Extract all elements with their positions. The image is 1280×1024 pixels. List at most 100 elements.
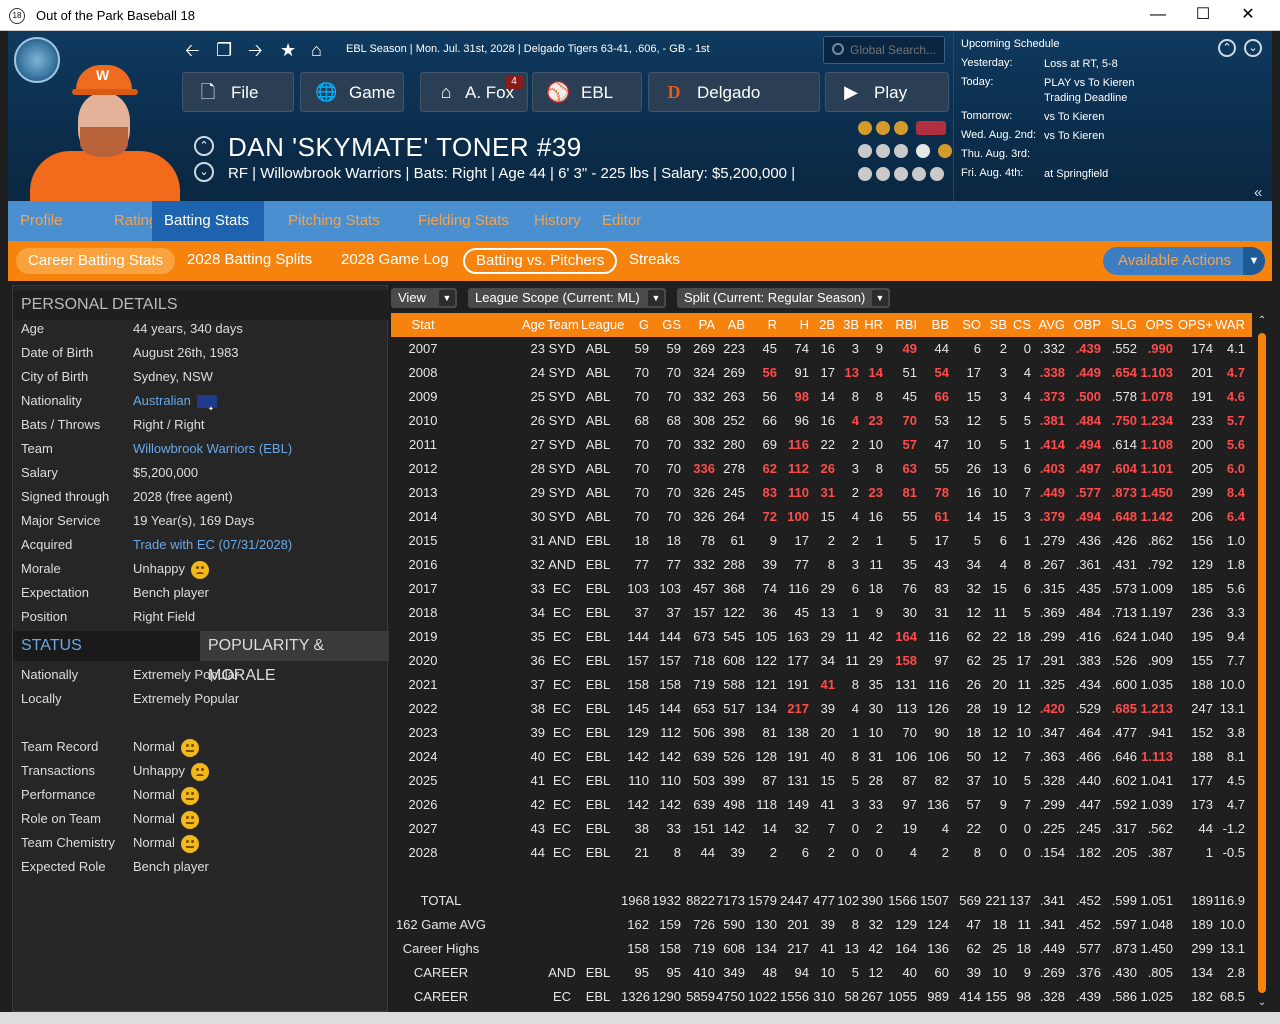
table-row[interactable]: Career Highs 158 158 719 608 134 217 41 13 42 164 1… — [391, 937, 1252, 961]
tab-profile[interactable]: Profile — [20, 212, 63, 229]
forward-icon[interactable]: 🡢 — [248, 40, 263, 60]
nav-play-button[interactable]: ▶ Play — [825, 72, 949, 112]
column-header-g[interactable]: G — [638, 317, 649, 332]
table-row[interactable]: 2013 29 SYD ABL 70 70 326 245 83 110 31 2 23 81 78 16 10… — [391, 481, 1252, 505]
table-row[interactable]: 2019 35 EC EBL 144 144 673 545 105 163 29 11 42 164 11… — [391, 625, 1252, 649]
column-header-ab[interactable]: AB — [727, 317, 745, 332]
table-row[interactable]: 2018 34 EC EBL 37 37 157 122 36 45 13 1 9 30 31 12 11 5 .3… — [391, 601, 1252, 625]
column-header-h[interactable]: H — [799, 317, 809, 332]
detail-value[interactable]: Willowbrook Warriors (EBL) — [133, 441, 293, 456]
home-icon[interactable]: ⌂ — [311, 40, 322, 60]
table-row[interactable]: 2021 37 EC EBL 158 158 719 588 121 191 41 8 35 131 116… — [391, 673, 1252, 697]
nav-file-button[interactable]: 🗋 File — [182, 72, 294, 112]
table-cell: 10 — [820, 965, 835, 980]
copy-icon[interactable]: ❐ — [216, 40, 233, 60]
column-header-war[interactable]: WAR — [1215, 317, 1245, 332]
tab-editor[interactable]: Editor — [602, 212, 642, 229]
nav-league-button[interactable]: ⚾ EBL — [532, 72, 642, 112]
tab-pitching-stats[interactable]: Pitching Stats — [288, 212, 380, 229]
previous-player-button[interactable]: ⌃ — [194, 136, 214, 156]
column-header-sb[interactable]: SB — [989, 317, 1007, 332]
next-player-button[interactable]: ⌄ — [194, 162, 214, 182]
available-actions-button[interactable]: Available Actions ▼ — [1103, 247, 1265, 275]
table-row[interactable]: 2014 30 SYD ABL 70 70 326 264 72 100 15 4 16 55 61 14 15… — [391, 505, 1252, 529]
league-logo[interactable] — [14, 37, 60, 83]
table-row[interactable]: TOTAL 1968 1932 8822 7173 1579 2447 477 102 390 15… — [391, 889, 1252, 913]
collapse-icon[interactable]: « — [1254, 184, 1263, 201]
column-header-bb[interactable]: BB — [931, 317, 949, 332]
column-header-r[interactable]: R — [767, 317, 777, 332]
table-row[interactable]: 162 Game AVG 162 159 726 590 130 201 39 8 32 129 12… — [391, 913, 1252, 937]
table-row[interactable]: 2011 27 SYD ABL 70 70 332 280 69 116 22 2 10 57 47 10 5 1… — [391, 433, 1252, 457]
table-row[interactable]: 2023 39 EC EBL 129 112 506 398 81 138 20 1 10 70 90 18 1… — [391, 721, 1252, 745]
column-header-slg[interactable]: SLG — [1110, 317, 1137, 332]
column-header-so[interactable]: SO — [962, 317, 981, 332]
table-row[interactable]: 2010 26 SYD ABL 68 68 308 252 66 96 16 4 23 70 53 12 5 5.… — [391, 409, 1252, 433]
column-header-avg[interactable]: AVG — [1038, 317, 1066, 332]
column-header-cs[interactable]: CS — [1012, 317, 1031, 332]
subtab-batting-vs-pitchers[interactable]: Batting vs. Pitchers — [463, 248, 618, 274]
column-header-ops-[interactable]: OPS+ — [1177, 317, 1213, 332]
column-header-league[interactable]: League — [581, 317, 625, 332]
search-input[interactable] — [850, 41, 942, 59]
table-row[interactable]: 2017 33 EC EBL 103 103 457 368 74 116 29 6 18 76 83 32 1… — [391, 577, 1252, 601]
table-row[interactable]: 2007 23 SYD ABL 59 59 269 223 45 74 16 3 9 49 44 6 2 0 .33… — [391, 337, 1252, 361]
table-row[interactable]: 2028 44 EC EBL 21 8 44 39 2 6 2 0 0 4 2 8 0 0 .154 .182 .205… — [391, 841, 1252, 865]
maximize-button[interactable]: ☐ — [1195, 6, 1211, 23]
scroll-thumb[interactable] — [1258, 333, 1266, 993]
column-header-ops[interactable]: OPS — [1145, 317, 1173, 332]
column-header-obp[interactable]: OBP — [1073, 317, 1101, 332]
tab-status[interactable]: STATUS — [13, 631, 200, 661]
table-row[interactable]: 2027 43 EC EBL 38 33 151 142 14 32 7 0 2 19 4 22 0 0 .225.… — [391, 817, 1252, 841]
table-row[interactable]: 2025 41 EC EBL 110 110 503 399 87 131 15 5 28 87 82 37 1… — [391, 769, 1252, 793]
column-header-pa[interactable]: PA — [698, 317, 715, 332]
tab-fielding-stats[interactable]: Fielding Stats — [418, 212, 509, 229]
column-header-age[interactable]: Age — [521, 317, 545, 332]
table-row[interactable]: CAREER EC EBL 1326 1290 5859 4750 1022 1556 310 58… — [391, 985, 1252, 1009]
subtab-career-batting-stats[interactable]: Career Batting Stats — [16, 248, 176, 274]
view-dropdown[interactable]: View ▼ — [391, 288, 457, 308]
column-header-2b[interactable]: 2B — [819, 317, 835, 332]
schedule-heading: Upcoming Schedule — [961, 38, 1060, 50]
nav-team-button[interactable]: D Delgado — [648, 72, 820, 112]
table-row[interactable]: 2020 36 EC EBL 157 157 718 608 122 177 34 11 29 158 97… — [391, 649, 1252, 673]
player-awards[interactable] — [858, 119, 952, 183]
star-icon[interactable]: ★ — [280, 40, 297, 60]
table-row[interactable]: 2024 40 EC EBL 142 142 639 526 128 191 40 8 31 106 106… — [391, 745, 1252, 769]
subtab-streaks[interactable]: Streaks — [629, 251, 680, 268]
table-row[interactable]: 2012 28 SYD ABL 70 70 336 278 62 112 26 3 8 63 55 26 13 6… — [391, 457, 1252, 481]
table-row[interactable]: 2016 32 AND EBL 77 77 332 288 39 77 8 3 11 35 43 34 4 8 .2… — [391, 553, 1252, 577]
table-row[interactable]: 2009 25 SYD ABL 70 70 332 263 56 98 14 8 8 45 66 15 3 4 .3… — [391, 385, 1252, 409]
schedule-up-button[interactable]: ⌃ — [1218, 39, 1236, 57]
column-header-3b[interactable]: 3B — [843, 317, 859, 332]
column-header-stat[interactable]: Stat — [411, 317, 435, 332]
detail-value[interactable]: Trade with EC (07/31/2028) — [133, 537, 293, 552]
table-row[interactable]: 2022 38 EC EBL 145 144 653 517 134 217 39 4 30 113 126… — [391, 697, 1252, 721]
table-scrollbar[interactable]: ⌃ ⌄ — [1255, 313, 1269, 1012]
schedule-down-button[interactable]: ⌄ — [1244, 39, 1262, 57]
table-row[interactable]: 2008 24 SYD ABL 70 70 324 269 56 91 17 13 14 51 54 17 3 4… — [391, 361, 1252, 385]
table-row[interactable]: 2015 31 AND EBL 18 18 78 61 9 17 2 2 1 5 17 5 6 1.279.436… — [391, 529, 1252, 553]
tab-popularity-morale[interactable]: POPULARITY & MORALE — [200, 631, 389, 684]
nav-manager-button[interactable]: ⌂ A. Fox 4 — [420, 72, 528, 112]
tab-history[interactable]: History — [534, 212, 581, 229]
subtab-game-log[interactable]: 2028 Game Log — [341, 251, 449, 268]
close-button[interactable]: ✕ — [1241, 6, 1255, 23]
nav-game-button[interactable]: 🌐 Game — [300, 72, 404, 112]
tab-batting-stats[interactable]: Batting Stats — [152, 201, 264, 241]
back-icon[interactable]: 🡠 — [185, 40, 200, 60]
column-header-rbi[interactable]: RBI — [895, 317, 917, 332]
table-row[interactable]: 2026 42 EC EBL 142 142 639 498 118 149 41 3 33 97 136 5… — [391, 793, 1252, 817]
table-cell: 162 — [627, 917, 649, 932]
detail-value[interactable]: Australian ✦ — [133, 389, 217, 413]
table-row[interactable]: CAREER AND EBL 95 95 410 349 48 94 10 5 12 40 60 39 10 9… — [391, 961, 1252, 985]
subtab-batting-splits[interactable]: 2028 Batting Splits — [187, 251, 313, 268]
league-scope-dropdown[interactable]: League Scope (Current: ML) ▼ — [468, 288, 666, 308]
split-dropdown[interactable]: Split (Current: Regular Season) ▼ — [677, 288, 890, 308]
column-header-gs[interactable]: GS — [662, 317, 681, 332]
column-header-hr[interactable]: HR — [864, 317, 883, 332]
global-search[interactable] — [823, 36, 945, 64]
detail-row: Role on Team Normal — [21, 807, 381, 831]
minimize-button[interactable]: — — [1150, 6, 1166, 23]
column-header-team[interactable]: Team — [547, 317, 579, 332]
